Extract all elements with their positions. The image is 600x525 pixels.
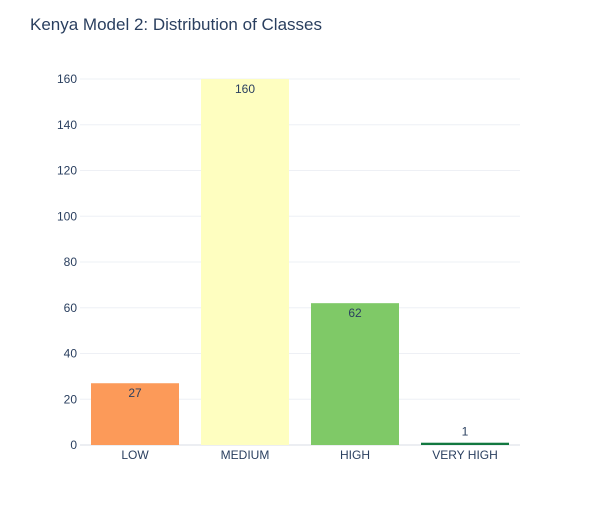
y-tick-label: 20 <box>64 392 78 406</box>
data-label: 62 <box>348 306 362 320</box>
x-axis-ticks: LOW MEDIUM HIGH VERY HIGH <box>121 448 497 462</box>
bar-medium <box>201 79 289 445</box>
y-tick-label: 160 <box>57 72 77 86</box>
bar-high <box>311 303 399 445</box>
x-tick-label: MEDIUM <box>221 448 270 462</box>
x-tick-label: VERY HIGH <box>432 448 498 462</box>
data-label: 160 <box>235 82 255 96</box>
data-label: 1 <box>462 425 469 439</box>
bars <box>91 79 509 445</box>
y-tick-label: 60 <box>64 301 78 315</box>
y-tick-label: 80 <box>64 255 78 269</box>
data-label: 27 <box>128 386 142 400</box>
y-tick-label: 100 <box>57 209 77 223</box>
x-tick-label: HIGH <box>340 448 370 462</box>
bar-very-high <box>421 442 509 445</box>
y-tick-label: 120 <box>57 164 77 178</box>
bar-low <box>91 383 179 445</box>
data-labels: 27 160 62 1 <box>128 82 468 439</box>
y-tick-label: 140 <box>57 118 77 132</box>
y-axis-ticks: 0 20 40 60 80 100 120 140 160 <box>57 72 77 452</box>
y-tick-label: 0 <box>70 438 77 452</box>
x-tick-label: LOW <box>121 448 149 462</box>
chart-title: Kenya Model 2: Distribution of Classes <box>30 15 322 34</box>
y-tick-label: 40 <box>64 347 78 361</box>
